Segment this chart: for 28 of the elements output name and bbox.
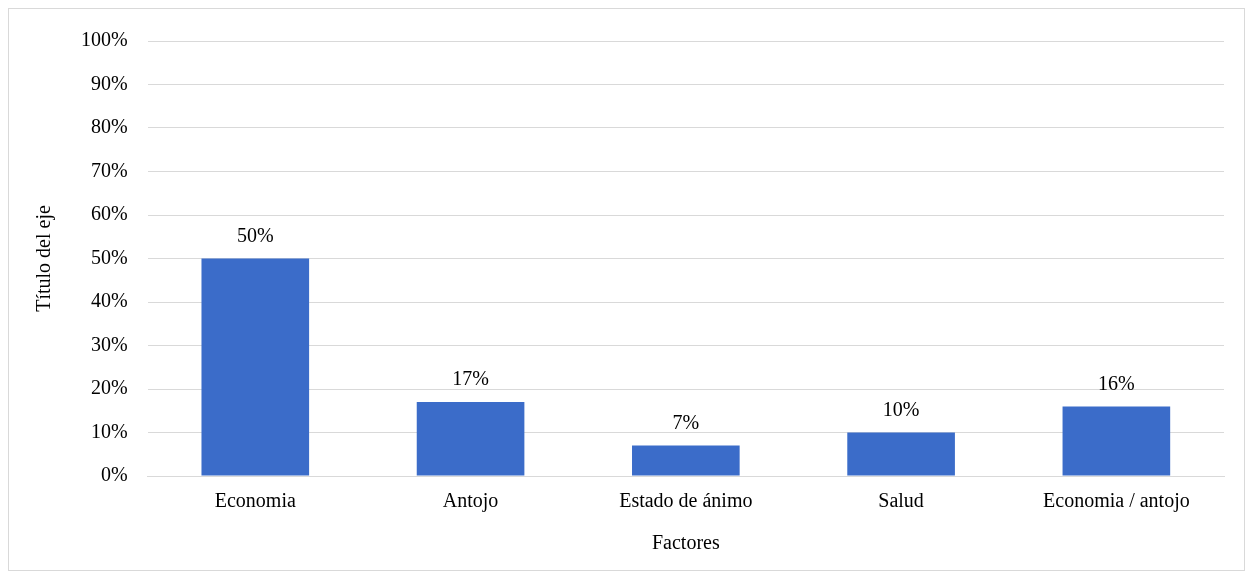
bar xyxy=(632,445,740,476)
x-tick-label: Antojo xyxy=(442,489,499,513)
y-tick-label: 90% xyxy=(90,71,128,94)
y-tick-label: 30% xyxy=(90,332,128,355)
x-tick-label: Economia / antojo xyxy=(1043,489,1190,513)
bar xyxy=(201,258,310,476)
x-tick-label: Estado de ánimo xyxy=(619,489,753,512)
x-axis-title: Factores xyxy=(651,531,720,554)
y-tick-label: 60% xyxy=(90,202,128,225)
x-tick-label: Salud xyxy=(878,489,924,512)
data-label: 7% xyxy=(672,410,700,433)
y-tick-label: 10% xyxy=(90,419,128,442)
y-tick-label: 100% xyxy=(80,28,128,51)
x-tick-label: Economia xyxy=(214,489,296,512)
y-tick-label: 0% xyxy=(100,463,128,486)
bar xyxy=(416,402,525,476)
bar xyxy=(847,432,955,476)
y-tick-label: 50% xyxy=(90,245,128,268)
bar xyxy=(1062,406,1171,476)
data-label: 17% xyxy=(452,367,489,390)
y-tick-label: 20% xyxy=(90,376,128,399)
y-axis-title: Título del eje xyxy=(32,205,56,312)
y-tick-label: 40% xyxy=(90,289,128,312)
data-label: 50% xyxy=(236,223,274,246)
data-label: 10% xyxy=(882,397,920,420)
y-tick-label: 70% xyxy=(90,158,128,181)
data-label: 16% xyxy=(1098,371,1135,394)
y-tick-label: 80% xyxy=(90,115,128,138)
